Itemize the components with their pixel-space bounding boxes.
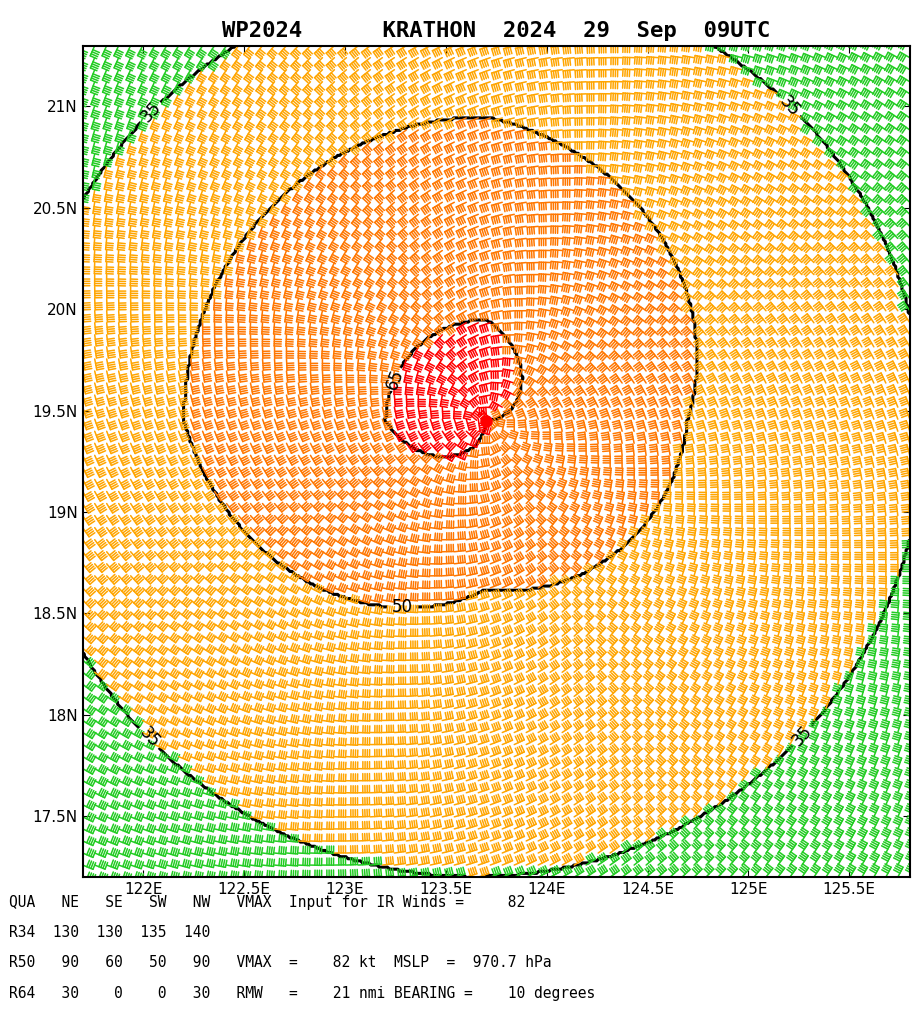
Text: QUA   NE   SE   SW   NW   VMAX  Input for IR Winds =     82: QUA NE SE SW NW VMAX Input for IR Winds … xyxy=(9,894,526,910)
Text: R34  130  130  135  140: R34 130 130 135 140 xyxy=(9,925,210,940)
Text: 65: 65 xyxy=(383,366,407,392)
Text: 35: 35 xyxy=(135,724,163,751)
Text: 35: 35 xyxy=(137,98,165,126)
Text: 35: 35 xyxy=(777,92,804,120)
Text: R50   90   60   50   90   VMAX  =    82 kt  MSLP  =  970.7 hPa: R50 90 60 50 90 VMAX = 82 kt MSLP = 970.… xyxy=(9,955,551,970)
Text: 35: 35 xyxy=(789,722,816,749)
Text: 50: 50 xyxy=(391,598,413,615)
Title: WP2024      KRATHON  2024  29  Sep  09UTC: WP2024 KRATHON 2024 29 Sep 09UTC xyxy=(222,21,770,42)
Text: R64   30    0    0   30   RMW   =    21 nmi BEARING =    10 degrees: R64 30 0 0 30 RMW = 21 nmi BEARING = 10 … xyxy=(9,986,596,1001)
